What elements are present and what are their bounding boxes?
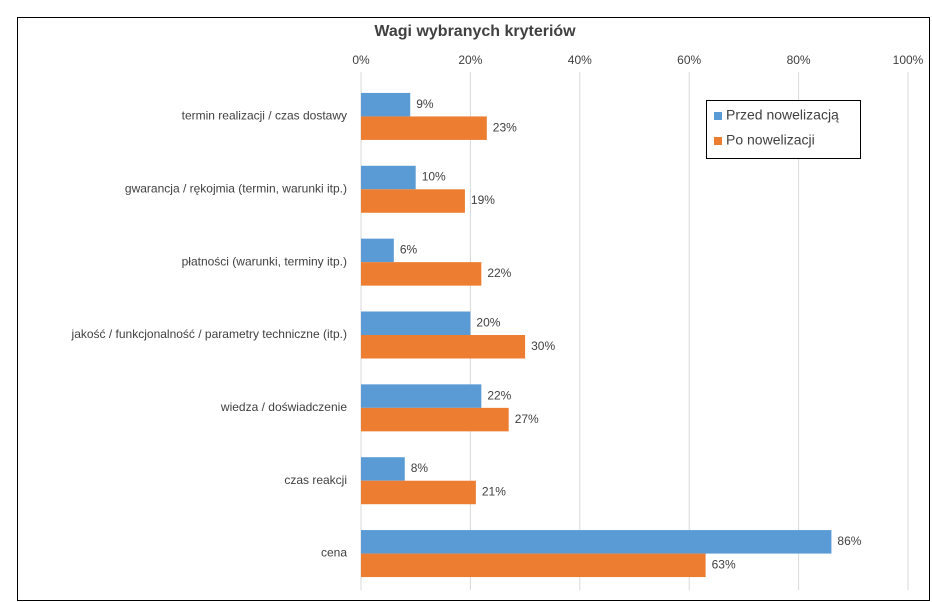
- data-label: 20%: [476, 315, 500, 329]
- legend-box: [706, 100, 861, 159]
- bar: [361, 384, 482, 408]
- data-label: 22%: [487, 266, 511, 280]
- bar: [361, 457, 405, 481]
- data-label: 30%: [531, 339, 555, 353]
- data-label: 10%: [422, 170, 446, 184]
- bar: [361, 165, 416, 190]
- legend-label: Przed nowelizacją: [726, 107, 839, 123]
- bar: [361, 480, 476, 505]
- y-tick-label: płatności (warunki, terminy itp.): [182, 254, 347, 268]
- x-tick-label: 60%: [677, 53, 701, 67]
- data-label: 63%: [712, 557, 736, 571]
- bar: [361, 553, 706, 578]
- y-tick-label: wiedza / doświadczenie: [220, 400, 347, 414]
- legend-swatch: [714, 112, 722, 120]
- bar: [361, 189, 465, 213]
- x-tick-label: 80%: [787, 53, 811, 67]
- data-label: 6%: [400, 243, 418, 257]
- data-label: 27%: [515, 412, 539, 426]
- bar: [361, 116, 487, 140]
- bar: [361, 262, 482, 286]
- bar: [361, 407, 509, 432]
- data-label: 86%: [837, 534, 861, 548]
- bar: [361, 238, 394, 263]
- bar: [361, 311, 471, 335]
- x-tick-label: 40%: [568, 53, 592, 67]
- chart-title: Wagi wybranych kryteriów: [374, 23, 576, 40]
- y-tick-label: termin realizacji / czas dostawy: [182, 109, 347, 123]
- data-label: 19%: [471, 193, 495, 207]
- y-tick-label: cena: [321, 546, 347, 560]
- bar: [361, 92, 411, 117]
- legend-swatch: [714, 137, 722, 145]
- data-label: 21%: [482, 485, 506, 499]
- y-tick-label: czas reakcji: [284, 473, 347, 487]
- bar: [361, 530, 832, 554]
- data-label: 23%: [493, 120, 517, 134]
- legend-label: Po nowelizacji: [726, 132, 815, 148]
- bar: [361, 335, 526, 359]
- x-tick-label: 0%: [352, 53, 370, 67]
- data-label: 8%: [411, 461, 429, 475]
- x-tick-label: 100%: [893, 53, 924, 67]
- x-tick-label: 20%: [458, 53, 482, 67]
- data-label: 22%: [487, 388, 511, 402]
- y-tick-label: gwarancja / rękojmia (termin, warunki it…: [125, 181, 347, 195]
- y-tick-label: jakość / funkcjonalność / parametry tech…: [71, 327, 347, 341]
- data-label: 9%: [416, 97, 434, 111]
